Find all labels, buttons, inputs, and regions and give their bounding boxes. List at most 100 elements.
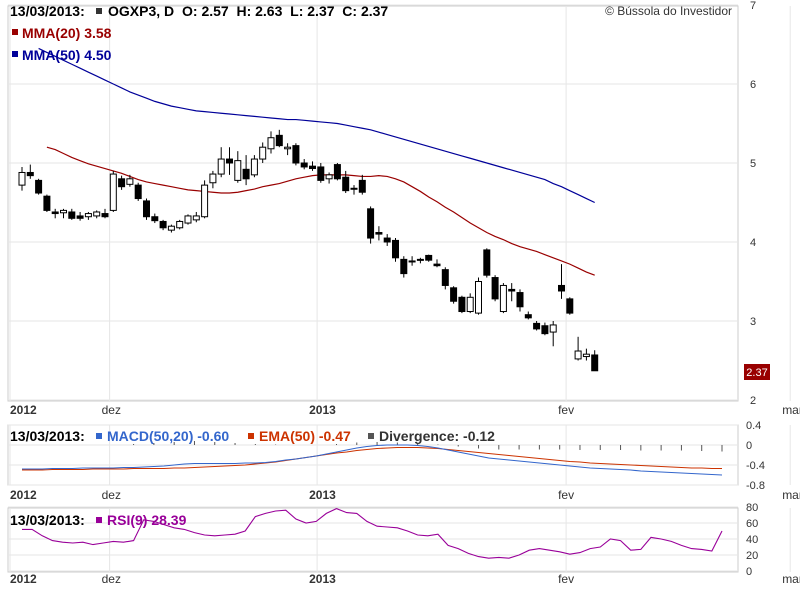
ohlc-text: O: 2.57 H: 2.63 L: 2.37 C: 2.37	[182, 3, 388, 19]
symbol-square-icon	[96, 8, 102, 14]
candle	[226, 147, 233, 175]
x-axis-label: fev	[558, 488, 574, 502]
candle	[217, 147, 225, 178]
symbol-text: OGXP3, D	[108, 3, 174, 19]
candle	[242, 155, 250, 186]
candle	[566, 297, 574, 315]
candle	[300, 159, 308, 170]
candle	[325, 172, 333, 184]
x-axis-label: fev	[558, 572, 574, 586]
candle	[350, 185, 358, 195]
candle	[26, 164, 34, 179]
candle	[60, 208, 67, 219]
x-axis-label: fev	[558, 403, 574, 417]
candle-body-down	[483, 249, 491, 276]
candle-body-down	[43, 195, 51, 211]
candle-body-up	[499, 284, 507, 313]
candle-body-down	[242, 168, 250, 180]
x-axis-label: 2012	[10, 572, 37, 586]
x-axis-label: 2013	[309, 572, 336, 586]
candle-body-down	[375, 232, 383, 235]
candle-body-down	[433, 263, 441, 267]
rsi-tick-label: 40	[746, 534, 758, 546]
candle	[358, 174, 366, 195]
candle	[109, 170, 117, 212]
last-price-box	[744, 364, 770, 380]
candle-body-down	[51, 211, 59, 215]
price-tick-label: 5	[750, 158, 756, 170]
macd-tick-label: -0.4	[746, 460, 765, 472]
candle-body-down	[358, 179, 366, 193]
candle-body-up	[259, 146, 267, 160]
candle	[375, 226, 383, 241]
x-axis-label: 2013	[309, 403, 336, 417]
candle-body-up	[408, 260, 416, 263]
macd-tick-label: 0.4	[746, 420, 761, 432]
candle-body-down	[342, 176, 350, 192]
candle-body-down	[159, 220, 167, 229]
price-panel-frame	[7, 5, 739, 402]
candle	[143, 198, 150, 220]
candle-body-down	[143, 200, 150, 218]
macd-tick-label: -0.8	[746, 480, 765, 492]
candle	[383, 234, 391, 246]
rsi-tick-label: 20	[746, 550, 758, 562]
price-tick-label: 7	[750, 0, 756, 12]
last-price-label: 2.37	[746, 367, 767, 379]
mma20-legend-icon	[12, 29, 18, 35]
candle-body-up	[201, 184, 209, 218]
candle	[400, 256, 408, 278]
candle-body-up	[84, 213, 92, 218]
candle	[151, 213, 159, 224]
candle-body-down	[275, 134, 283, 147]
rsi-legend-icon	[96, 517, 102, 523]
candle-body-up	[18, 171, 26, 186]
candle	[342, 170, 350, 194]
x-axis-label: dez	[102, 488, 121, 502]
candlestick-series	[18, 129, 599, 372]
candle-body-down	[383, 237, 391, 243]
candle-body-up	[192, 215, 200, 221]
candle	[35, 178, 43, 195]
mma50-legend: MMA(50) 4.50	[22, 47, 112, 63]
candle	[167, 224, 175, 233]
price-tick-label: 2	[750, 395, 756, 407]
candle	[367, 206, 375, 244]
x-axis-label: mar	[782, 572, 800, 586]
candle	[317, 163, 325, 183]
candle	[18, 166, 26, 191]
candle	[176, 219, 184, 230]
candle	[541, 322, 549, 336]
candle-body-down	[400, 258, 408, 275]
candle-body-down	[458, 296, 466, 313]
candle	[491, 275, 499, 302]
candle	[425, 254, 433, 262]
candle	[134, 182, 142, 201]
macd-legend-icon	[96, 433, 102, 439]
candle	[309, 161, 316, 171]
header-date: 13/03/2013:	[10, 3, 85, 19]
candle	[76, 211, 84, 221]
price-tick-label: 6	[750, 79, 756, 91]
candle-body-down	[441, 269, 449, 286]
macd-series	[22, 441, 723, 476]
candle	[184, 214, 192, 225]
candle-body-up	[167, 225, 175, 231]
candle	[275, 129, 283, 148]
credit-text: © Bússola do Investidor	[605, 4, 732, 18]
candle	[392, 238, 399, 262]
candle	[441, 267, 449, 290]
rsi-series	[22, 508, 723, 559]
rsi-legend-date: 13/03/2013:	[10, 512, 85, 528]
candle	[549, 321, 557, 347]
candle	[234, 151, 242, 183]
ema-legend: EMA(50) -0.47	[259, 428, 351, 444]
candle	[408, 256, 416, 266]
candle	[433, 259, 441, 268]
macd-legend-date: 13/03/2013:	[10, 428, 85, 444]
candle-body-up	[126, 178, 134, 185]
x-axis-label: 2013	[309, 488, 336, 502]
candle	[416, 257, 424, 264]
candle-body-down	[76, 215, 84, 219]
candle-body-down	[425, 254, 433, 261]
